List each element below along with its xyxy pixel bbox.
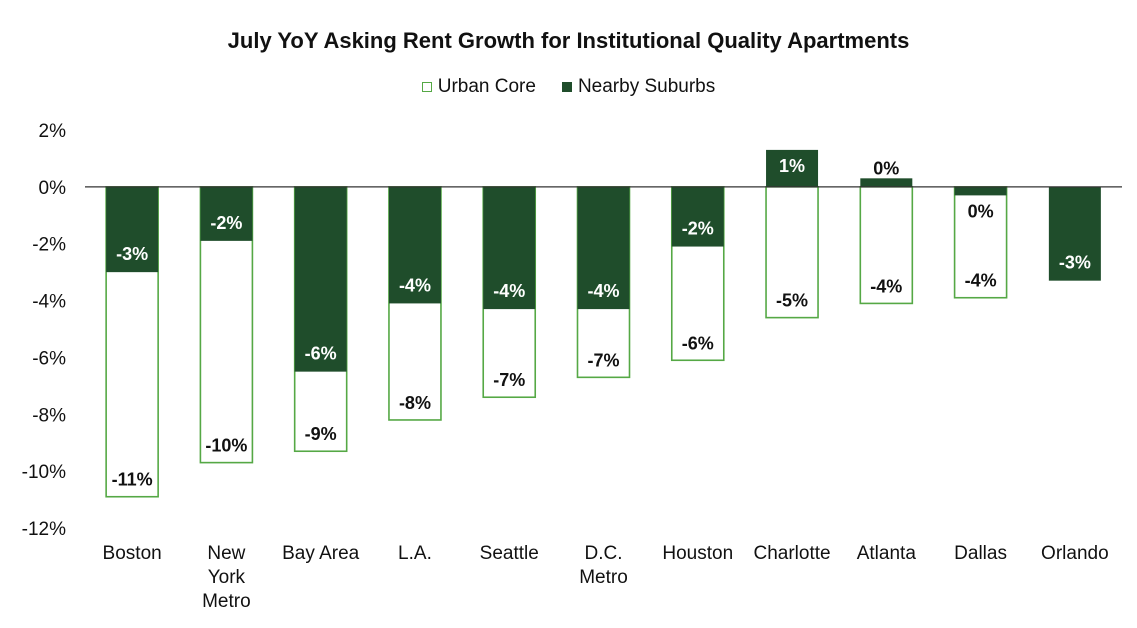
data-label-nearby-suburbs: 0% xyxy=(873,158,899,178)
data-label-urban-core: -7% xyxy=(587,350,619,370)
category-label: York xyxy=(208,567,246,588)
bar-nearby-suburbs xyxy=(200,186,253,241)
data-label-nearby-suburbs: -3% xyxy=(116,244,148,264)
y-tick-label: 2% xyxy=(39,121,67,142)
data-label-urban-core: -11% xyxy=(112,470,153,490)
category-label: Dallas xyxy=(954,543,1007,564)
category-label: Atlanta xyxy=(857,543,917,564)
category-label: Charlotte xyxy=(753,543,830,564)
bar-nearby-suburbs xyxy=(483,186,536,310)
bar-urban-core xyxy=(859,186,914,305)
bar-urban-core xyxy=(765,186,819,319)
data-label-nearby-suburbs: -4% xyxy=(493,281,525,301)
legend-label-nearby-suburbs: Nearby Suburbs xyxy=(577,76,716,97)
legend-item-urban-core: Urban Core xyxy=(421,76,536,98)
legend-swatch-urban-core xyxy=(421,82,432,92)
y-tick-label: -12% xyxy=(22,519,66,540)
legend-item-nearby-suburbs: Nearby Suburbs xyxy=(561,76,716,98)
data-label-nearby-suburbs: -6% xyxy=(305,344,337,364)
data-label-nearby-suburbs: 1% xyxy=(779,156,805,176)
category-label: D.C. xyxy=(585,543,623,564)
data-label-nearby-suburbs: 0% xyxy=(968,201,994,221)
legend-label-urban-core: Urban Core xyxy=(437,76,536,97)
data-label-nearby-suburbs: -4% xyxy=(587,281,619,301)
bar-nearby-suburbs xyxy=(954,186,1007,196)
legend: Urban Core Nearby Suburbs xyxy=(0,76,1137,98)
bar-nearby-suburbs xyxy=(577,186,630,310)
bar-nearby-suburbs xyxy=(388,186,441,304)
data-label-urban-core: -4% xyxy=(965,271,997,291)
bar-nearby-suburbs xyxy=(671,186,724,247)
data-label-urban-core: -4% xyxy=(870,276,902,296)
y-tick-label: -6% xyxy=(32,348,66,369)
category-label: Orlando xyxy=(1041,543,1109,564)
bar-urban-core xyxy=(953,186,1008,299)
category-label: Boston xyxy=(103,543,162,564)
y-tick-label: -2% xyxy=(32,235,66,256)
category-label: Metro xyxy=(579,567,628,588)
category-label: Bay Area xyxy=(282,543,360,564)
data-label-nearby-suburbs: -4% xyxy=(399,275,431,295)
data-label-nearby-suburbs: -2% xyxy=(210,213,242,233)
y-tick-label: -10% xyxy=(22,462,66,483)
bar-nearby-suburbs xyxy=(860,178,913,187)
data-label-urban-core: -9% xyxy=(305,424,337,444)
bar-nearby-suburbs xyxy=(1048,186,1101,281)
bar-nearby-suburbs xyxy=(766,149,819,187)
category-label: New xyxy=(207,543,245,564)
data-label-urban-core: -10% xyxy=(205,436,247,456)
y-tick-label: 0% xyxy=(39,178,67,199)
category-label: Seattle xyxy=(480,543,539,564)
data-label-nearby-suburbs: -2% xyxy=(682,219,714,239)
y-tick-label: -4% xyxy=(32,292,66,313)
data-label-urban-core: -5% xyxy=(776,291,808,311)
bar-nearby-suburbs xyxy=(294,186,347,372)
data-label-urban-core: -6% xyxy=(682,333,714,353)
y-tick-label: -8% xyxy=(32,405,66,426)
category-label: Houston xyxy=(662,543,733,564)
data-label-nearby-suburbs: -3% xyxy=(1059,253,1091,273)
bar-nearby-suburbs xyxy=(106,186,159,273)
chart-title: July YoY Asking Rent Growth for Institut… xyxy=(227,28,910,53)
category-label: Metro xyxy=(202,591,251,612)
data-label-urban-core: -7% xyxy=(493,370,525,390)
category-label: L.A. xyxy=(398,543,432,564)
legend-swatch-nearby-suburbs xyxy=(561,82,572,92)
data-label-urban-core: -8% xyxy=(399,393,431,413)
